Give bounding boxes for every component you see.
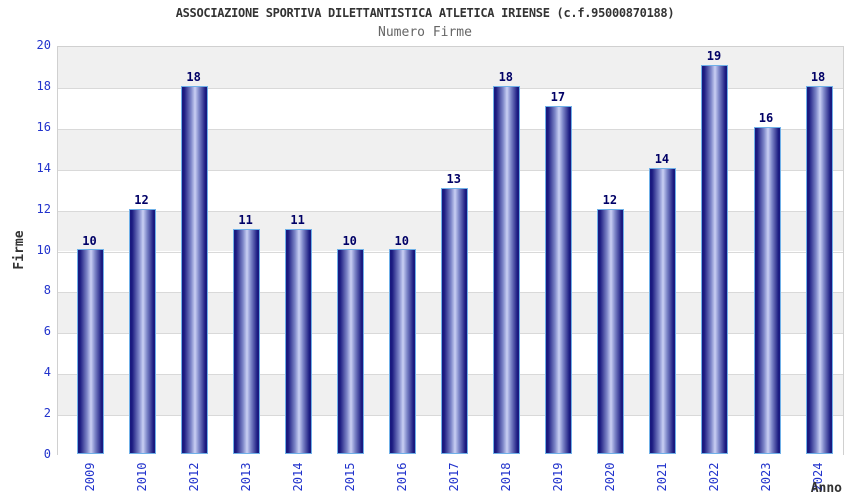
x-tick-label: 2014	[290, 462, 305, 492]
bar-value-label: 11	[238, 213, 253, 228]
gridline	[58, 169, 843, 171]
y-tick-label: 8	[43, 283, 51, 298]
bar	[441, 188, 469, 454]
bar-value-label: 10	[342, 233, 357, 248]
x-tick-label: 2012	[186, 462, 201, 492]
bar	[649, 168, 677, 454]
x-tick-label: 2013	[238, 462, 253, 492]
x-tick-label: 2010	[134, 462, 149, 492]
x-tick-label: 2016	[394, 462, 409, 492]
bar	[337, 249, 365, 454]
bar-value-label: 11	[290, 213, 305, 228]
bar-value-label: 18	[186, 69, 201, 84]
bar-value-label: 12	[134, 192, 149, 207]
x-tick-label: 2017	[446, 462, 461, 492]
bar-value-label: 13	[446, 172, 461, 187]
y-tick-label: 14	[36, 160, 51, 175]
bar-value-label: 18	[810, 69, 826, 84]
y-tick-label: 6	[43, 324, 51, 339]
bar-value-label: 10	[394, 233, 409, 248]
bar-value-label: 14	[654, 151, 670, 166]
chart-title: ASSOCIAZIONE SPORTIVA DILETTANTISTICA AT…	[175, 6, 675, 20]
x-tick-label: 2009	[82, 462, 97, 492]
y-tick-label: 20	[36, 38, 51, 52]
x-tick-label: 2023	[759, 462, 774, 492]
y-tick-label: 4	[43, 365, 51, 380]
x-tick-label: 2018	[498, 462, 513, 492]
bar	[753, 127, 781, 454]
x-axis-title: Anno	[810, 481, 842, 496]
gridline	[58, 128, 843, 130]
x-tick-label: 2022	[706, 462, 721, 492]
bar-value-label: 19	[706, 49, 722, 64]
y-tick-label: 10	[36, 242, 51, 257]
bar	[701, 65, 729, 454]
bar-value-label: 12	[602, 192, 618, 207]
bar	[493, 86, 521, 454]
bar	[285, 229, 313, 454]
bar	[545, 106, 573, 454]
x-tick-label: 2015	[342, 462, 357, 492]
gridline	[58, 87, 843, 89]
bar	[233, 229, 261, 454]
bar	[181, 86, 209, 454]
bar-value-label: 16	[758, 110, 774, 125]
bar-value-label: 17	[550, 90, 566, 105]
y-tick-label: 0	[43, 447, 51, 461]
y-tick-label: 16	[36, 119, 51, 134]
y-tick-label: 2	[43, 406, 51, 421]
x-tick-label: 2019	[550, 462, 565, 492]
bar-value-label: 10	[82, 233, 97, 248]
bar	[129, 209, 157, 454]
y-tick-label: 18	[36, 78, 51, 93]
chart-subtitle: Numero Firme	[378, 25, 472, 40]
x-tick-label: 2020	[602, 462, 617, 492]
x-tick-label: 2021	[654, 462, 669, 492]
bar	[805, 86, 833, 454]
bar	[389, 249, 417, 454]
bar	[597, 209, 625, 454]
bar-value-label: 18	[498, 69, 514, 84]
bar	[77, 249, 104, 454]
y-tick-label: 12	[36, 201, 51, 216]
plot-area	[57, 46, 844, 456]
